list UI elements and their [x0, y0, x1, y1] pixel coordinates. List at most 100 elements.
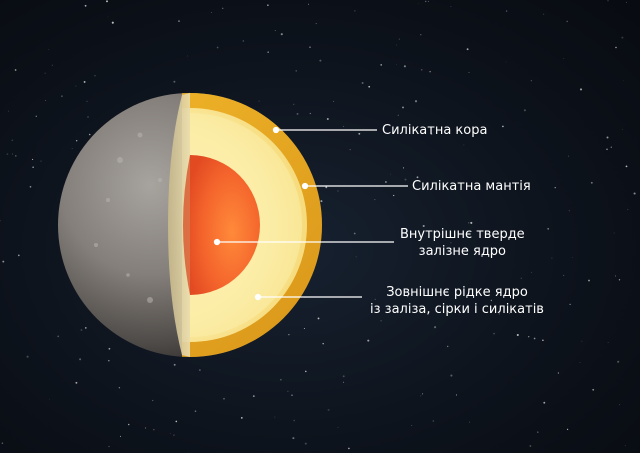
star: [144, 427, 147, 429]
star: [361, 82, 364, 84]
star: [610, 146, 612, 148]
star: [633, 192, 636, 195]
label-outer-core-line-2: із заліза, сірки і силікатів: [370, 302, 544, 317]
star: [368, 85, 371, 88]
star: [291, 394, 293, 396]
star: [403, 65, 406, 68]
star: [343, 125, 345, 127]
star: [505, 61, 507, 63]
star: [542, 339, 544, 341]
label-silicate-crust: Силікатна кора: [382, 122, 487, 139]
inner-core: [190, 155, 260, 295]
star: [211, 12, 212, 13]
star: [57, 335, 60, 338]
leader-dot-mantle: [301, 182, 309, 190]
star: [407, 296, 409, 298]
star: [88, 133, 91, 136]
star: [280, 379, 282, 381]
star: [543, 13, 545, 15]
star: [358, 132, 361, 135]
star: [280, 33, 283, 36]
star: [411, 425, 413, 426]
star: [12, 153, 13, 155]
star: [450, 6, 452, 7]
star: [490, 299, 493, 302]
star: [267, 51, 269, 53]
star: [80, 329, 83, 331]
star: [551, 257, 553, 259]
star: [498, 313, 500, 315]
star: [308, 3, 310, 5]
star: [322, 342, 324, 345]
star: [49, 398, 50, 400]
star: [425, 0, 427, 3]
star: [8, 110, 10, 112]
star: [319, 59, 322, 62]
surface-craters: [94, 132, 162, 303]
star: [349, 149, 351, 151]
star: [333, 100, 335, 102]
star: [420, 395, 422, 397]
star: [396, 44, 397, 46]
star: [434, 326, 437, 329]
star: [29, 185, 32, 188]
star: [45, 100, 47, 101]
star: [566, 428, 569, 431]
star: [327, 408, 330, 411]
star: [274, 416, 276, 418]
star: [305, 370, 307, 373]
star: [533, 337, 536, 340]
star: [173, 80, 176, 83]
star: [627, 208, 629, 210]
star: [447, 345, 449, 348]
star: [625, 165, 628, 168]
star: [430, 133, 433, 135]
star: [296, 112, 299, 115]
star: [374, 298, 376, 301]
star: [568, 155, 569, 157]
label-inner-core-line-1: Внутрішнє тверде: [400, 227, 525, 242]
leader-lines: [213, 126, 408, 301]
star: [450, 242, 452, 244]
star: [258, 100, 260, 102]
star: [326, 118, 329, 120]
star: [303, 327, 305, 330]
star: [380, 64, 383, 66]
star: [621, 36, 624, 39]
star: [304, 442, 307, 445]
star: [354, 10, 356, 12]
star: [48, 49, 50, 51]
label-silicate-crust-text: Силікатна кора: [382, 123, 488, 138]
star: [516, 333, 519, 337]
star: [402, 167, 405, 169]
star: [11, 139, 14, 142]
star: [240, 417, 243, 419]
star: [94, 75, 96, 77]
star: [621, 129, 623, 130]
leader-dot-outer-core: [254, 293, 262, 301]
star: [15, 155, 17, 157]
star: [617, 360, 620, 363]
star: [75, 381, 78, 384]
star: [274, 30, 276, 31]
star: [468, 222, 470, 224]
star: [527, 335, 530, 338]
star: [86, 100, 88, 103]
star: [60, 95, 63, 98]
star: [32, 158, 34, 160]
star: [613, 232, 615, 234]
star: [470, 221, 473, 224]
star: [384, 181, 387, 183]
star: [51, 64, 53, 66]
star: [454, 304, 456, 306]
star: [523, 109, 526, 112]
cut-plane-edge: [168, 93, 190, 357]
star: [223, 397, 225, 400]
star: [557, 372, 560, 374]
leader-dot-inner-core: [213, 238, 221, 246]
star: [579, 88, 583, 91]
star: [420, 34, 422, 36]
star: [374, 199, 376, 201]
star: [569, 303, 571, 305]
star: [173, 434, 175, 436]
